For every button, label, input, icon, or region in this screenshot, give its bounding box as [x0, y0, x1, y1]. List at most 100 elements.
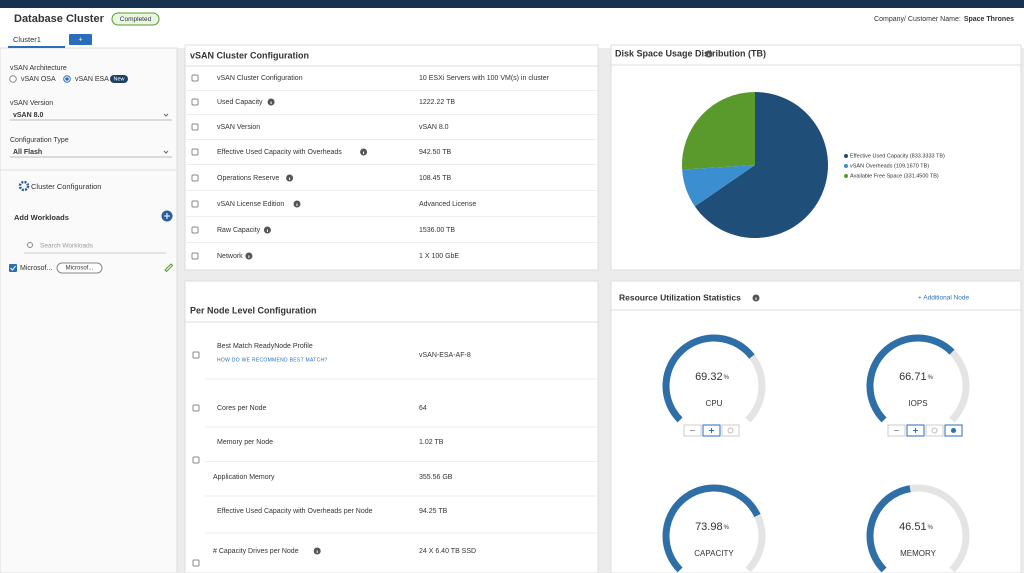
settings-glyph — [951, 428, 956, 433]
gauge-control[interactable] — [925, 424, 944, 437]
gauge-label: IOPS — [908, 399, 927, 408]
new-text: New — [113, 76, 124, 82]
gauge-number: 69.32 — [695, 371, 723, 383]
checkbox[interactable] — [9, 264, 17, 272]
row-label: Best Match ReadyNode Profile — [217, 343, 313, 350]
select-value[interactable]: vSAN 8.0 — [13, 112, 43, 119]
pie-slice — [681, 92, 755, 170]
cluster-config-link[interactable]: Cluster Configuration — [31, 182, 101, 191]
row-value: vSAN 8.0 — [419, 124, 449, 131]
workload-name: Microsof... — [20, 265, 52, 272]
gauge-unit: % — [724, 525, 730, 531]
plus-glyph — [913, 428, 918, 433]
customer: Company/ Customer Name: Space Thrones — [874, 16, 1014, 23]
gauge-reading: 66.71% — [899, 371, 934, 383]
row-value: 1.02 TB — [419, 439, 444, 446]
row-value: 942.50 TB — [419, 149, 452, 156]
top-bar — [0, 0, 1024, 8]
plus-icon — [164, 213, 170, 219]
radio-label: vSAN OSA — [21, 76, 56, 83]
panel-title: Disk Space Usage Distribution (TB) — [615, 48, 766, 58]
status-text: Completed — [120, 16, 152, 23]
radio-dot — [65, 77, 69, 81]
chevron — [163, 150, 169, 154]
chevron — [163, 113, 169, 117]
workload-tag-text: Microsof... — [66, 266, 94, 272]
reset-glyph — [931, 427, 938, 434]
add-tab-text: + — [78, 36, 82, 43]
gauge-value — [662, 334, 755, 423]
reset-glyph — [727, 427, 734, 434]
gauge-control[interactable] — [721, 424, 740, 437]
label: Configuration Type — [10, 137, 69, 144]
row-value: 64 — [419, 405, 427, 412]
customer-label: Company/ Customer Name: — [874, 16, 961, 23]
gauge-label: CAPACITY — [694, 549, 734, 558]
row-value: 355.56 GB — [419, 474, 453, 481]
search-icon — [27, 242, 33, 248]
plus-glyph — [709, 428, 714, 433]
panel — [184, 44, 599, 271]
panel-title: vSAN Cluster Configuration — [190, 50, 309, 60]
status-badge — [111, 12, 160, 26]
gauge-reading: 69.32% — [695, 371, 730, 383]
tab[interactable]: Cluster1 — [13, 35, 41, 44]
row-icon — [191, 200, 199, 208]
row-value: 1 X 100 GbE — [419, 253, 459, 260]
label: vSAN Version — [10, 100, 53, 107]
row-label: vSAN Cluster Configuration — [217, 75, 303, 82]
row-label: vSAN Version — [217, 124, 260, 131]
gauge-value — [662, 484, 761, 573]
panel-title: Resource Utilization Statistics — [619, 292, 741, 302]
row-value: 1536.00 TB — [419, 227, 455, 234]
row-label: vSAN License Edition — [217, 201, 284, 208]
row-value: 108.45 TB — [419, 175, 452, 182]
legend-label: Available Free Space (331.4500 TB) — [850, 173, 939, 179]
customer-name: Space Thrones — [964, 16, 1014, 23]
add-tab-button[interactable] — [69, 34, 92, 45]
row-label: Operations Reserve — [217, 175, 279, 182]
row-value: vSAN-ESA-AF-8 — [419, 352, 471, 359]
row-value: 1222.22 TB — [419, 99, 455, 106]
select-value[interactable]: All Flash — [13, 149, 42, 156]
row-icon — [192, 404, 200, 412]
gauge-value — [866, 334, 955, 423]
workload-tag — [56, 262, 103, 274]
best-match-link[interactable]: HOW DO WE RECOMMEND BEST MATCH? — [217, 357, 328, 363]
gauge-unit: % — [724, 375, 730, 381]
row-value: 94.25 TB — [419, 508, 448, 515]
edit-icon[interactable] — [164, 263, 174, 273]
gear-icon — [18, 180, 30, 192]
row-label: Effective Used Capacity with Overheads p… — [217, 508, 373, 515]
radio-label: vSAN ESA — [75, 76, 109, 83]
legend-label: Effective Used Capacity (833.3333 TB) — [850, 153, 945, 159]
row-icon — [191, 74, 199, 82]
row-icon — [192, 351, 200, 359]
row-icon — [192, 559, 200, 567]
legend-dot — [844, 154, 848, 158]
row-value: 24 X 6.40 TB SSD — [419, 548, 476, 555]
gauge-number: 73.98 — [695, 521, 723, 533]
add-node-link[interactable]: + Additional Node — [918, 295, 970, 302]
row-label: Raw Capacity — [217, 227, 261, 234]
gauge-label: CPU — [706, 399, 723, 408]
new-badge — [110, 75, 128, 83]
gauge-reading: 46.51% — [899, 521, 934, 533]
page-title: Database Cluster — [14, 13, 105, 25]
search-input[interactable]: Search Workloads — [40, 243, 94, 250]
gauge-number: 66.71 — [899, 371, 927, 383]
row-label: Effective Used Capacity with Overheads — [217, 149, 342, 156]
row-icon — [191, 98, 199, 106]
row-value: 10 ESXi Servers with 100 VM(s) in cluste… — [419, 75, 550, 82]
row-value: Advanced License — [419, 201, 476, 208]
gauge-unit: % — [928, 525, 934, 531]
section-title: Add Workloads — [14, 213, 69, 222]
check — [10, 265, 16, 271]
gauge-unit: % — [928, 375, 934, 381]
label: vSAN Architecture — [10, 65, 67, 72]
radio[interactable] — [9, 75, 17, 83]
legend-label: vSAN Overheads (109.1670 TB) — [850, 163, 929, 169]
row-label: Application Memory — [213, 474, 275, 481]
row-icon — [191, 252, 199, 260]
